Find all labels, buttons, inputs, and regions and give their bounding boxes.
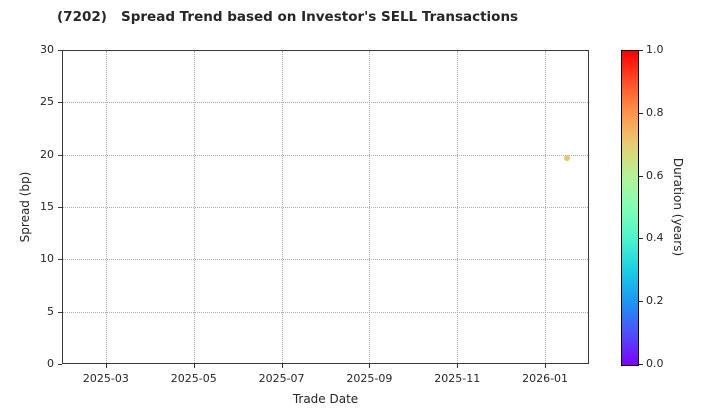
colorbar-tick-mark <box>638 112 643 114</box>
colorbar-tick-label: 0.6 <box>646 168 664 182</box>
colorbar-tick-mark <box>638 301 643 303</box>
y-tick-mark <box>58 154 62 156</box>
colorbar-tick-label: 0.2 <box>646 294 664 308</box>
colorbar-tick-mark <box>638 175 643 177</box>
y-tick-label: 25 <box>40 95 54 109</box>
colorbar-tick-label: 0.0 <box>646 357 664 370</box>
y-gridline <box>63 102 588 104</box>
y-tick-mark <box>58 364 62 365</box>
x-tick-mark <box>369 364 371 368</box>
chart-title: (7202) Spread Trend based on Investor's … <box>57 9 519 25</box>
y-tick-label: 15 <box>40 200 54 213</box>
y-gridline <box>63 259 588 261</box>
x-tick-mark <box>457 364 459 368</box>
y-gridline <box>63 154 588 156</box>
colorbar-tick-label: 0.4 <box>646 231 664 245</box>
y-gridline <box>63 311 588 313</box>
colorbar-tick-label: 1.0 <box>646 43 664 56</box>
y-tick-mark <box>58 50 62 51</box>
y-tick-label: 5 <box>47 304 54 318</box>
y-tick-mark <box>58 311 62 313</box>
x-tick-label: 2026-01 <box>522 372 569 385</box>
y-tick-label: 0 <box>47 357 54 370</box>
colorbar-tick-label: 0.8 <box>646 105 664 119</box>
x-axis-label: Trade Date <box>292 392 359 406</box>
colorbar-tick-mark <box>638 50 643 51</box>
x-tick-label: 2025-11 <box>434 372 481 385</box>
x-tick-label: 2025-03 <box>82 372 129 385</box>
colorbar-tick-mark <box>638 238 643 240</box>
x-tick-mark <box>193 364 195 368</box>
y-tick-label: 30 <box>40 43 54 56</box>
x-tick-label: 2025-07 <box>258 372 305 385</box>
x-tick-mark <box>105 364 107 368</box>
colorbar <box>621 50 639 366</box>
y-gridline <box>63 207 588 208</box>
y-tick-mark <box>58 207 62 208</box>
x-tick-label: 2025-05 <box>170 372 217 385</box>
y-tick-label: 20 <box>40 147 54 161</box>
x-tick-mark <box>281 364 283 368</box>
plot-area <box>62 50 589 364</box>
y-tick-label: 10 <box>40 252 54 266</box>
scatter-point <box>563 154 570 161</box>
y-tick-mark <box>58 102 62 104</box>
x-tick-label: 2025-09 <box>346 372 393 385</box>
x-tick-mark <box>545 364 547 368</box>
colorbar-tick-mark <box>638 364 643 365</box>
y-tick-mark <box>58 259 62 261</box>
